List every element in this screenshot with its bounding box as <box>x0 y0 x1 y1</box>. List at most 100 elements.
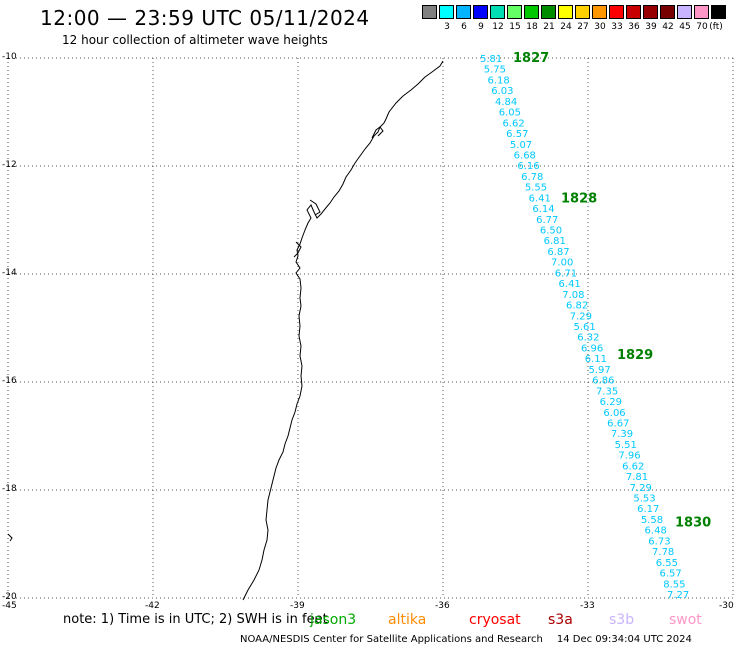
wave-height-value: 6.41 <box>529 193 551 204</box>
legend-swatch <box>507 5 522 19</box>
wave-height-value: 6.77 <box>536 215 558 226</box>
legend-label: 39 <box>645 22 657 32</box>
lat-lon-grid <box>7 57 734 599</box>
lat-label: -16 <box>2 376 17 386</box>
legend-unit: (ft) <box>709 22 723 32</box>
legend-swatch <box>558 5 573 19</box>
lon-label: -45 <box>2 601 17 611</box>
pass-label: 1830 <box>675 515 711 530</box>
lon-label: -33 <box>580 601 595 611</box>
legend-swatch <box>660 5 675 19</box>
legend-label: 12 <box>492 22 504 32</box>
wave-height-map: 5.815.756.186.034.846.056.626.575.076.68… <box>7 51 734 601</box>
legend-label: 18 <box>526 22 538 32</box>
wave-height-value: 6.32 <box>577 333 599 344</box>
legend-swatch <box>541 5 556 19</box>
satellite-name: s3a <box>548 612 573 628</box>
wave-height-value: 5.75 <box>484 65 506 76</box>
page-subtitle: 12 hour collection of altimeter wave hei… <box>62 33 328 47</box>
legend-label: 9 <box>478 22 484 32</box>
wave-height-value: 5.51 <box>615 440 637 451</box>
legend-swatch <box>711 5 726 19</box>
legend-swatch <box>456 5 471 19</box>
wave-height-value: 5.97 <box>588 365 610 376</box>
wave-height-value: 6.68 <box>514 150 536 161</box>
coastline-isle <box>7 533 13 542</box>
wave-height-value: 6.14 <box>532 204 554 215</box>
satellite-name: cryosat <box>469 612 521 628</box>
wave-height-value: 6.73 <box>648 536 670 547</box>
pass-label: 1827 <box>513 51 549 66</box>
legend-swatch <box>592 5 607 19</box>
wave-height-value: 6.81 <box>544 236 566 247</box>
wave-height-value: 6.55 <box>656 558 678 569</box>
wave-height-value: 6.86 <box>592 376 614 387</box>
wave-height-value: 6.67 <box>607 418 629 429</box>
wave-height-value: 6.29 <box>600 397 622 408</box>
legend-label: 15 <box>509 22 521 32</box>
lat-label: -20 <box>2 592 17 602</box>
legend-label: 36 <box>628 22 640 32</box>
altimeter-track: 5.815.756.186.034.846.056.626.575.076.68… <box>480 51 711 601</box>
wave-height-value: 7.81 <box>626 472 648 483</box>
wave-height-value: 7.29 <box>630 483 652 494</box>
legend-swatch <box>626 5 641 19</box>
wave-height-value: 4.84 <box>495 97 517 108</box>
wave-height-value: 7.00 <box>551 258 573 269</box>
lat-label: -14 <box>2 268 17 278</box>
footer-org: NOAA/NESDIS Center for Satellite Applica… <box>240 634 543 645</box>
satellite-name: s3b <box>609 612 635 628</box>
page-title: 12:00 — 23:59 UTC 05/11/2024 <box>40 6 370 30</box>
wave-height-value: 7.96 <box>618 451 640 462</box>
wave-height-value: 5.61 <box>574 322 596 333</box>
legend-label: 24 <box>560 22 572 32</box>
wave-height-value: 6.11 <box>585 354 607 365</box>
wave-height-value: 6.57 <box>660 569 682 580</box>
lat-label: -18 <box>2 484 17 494</box>
wave-height-value: 6.48 <box>645 526 667 537</box>
wave-height-value: 6.71 <box>555 268 577 279</box>
lat-label: -10 <box>2 52 17 62</box>
wave-height-value: 7.27 <box>667 590 689 601</box>
lon-label: -36 <box>435 601 450 611</box>
footer: NOAA/NESDIS Center for Satellite Applica… <box>240 634 692 645</box>
note-text: note: 1) Time is in UTC; 2) SWH is in fe… <box>63 612 328 627</box>
legend-swatch <box>439 5 454 19</box>
satellite-name: altika <box>388 612 427 628</box>
wave-height-value: 7.35 <box>596 386 618 397</box>
wave-height-value: 5.53 <box>633 494 655 505</box>
legend-swatch <box>473 5 488 19</box>
wave-height-value: 6.82 <box>566 301 588 312</box>
legend-label: 45 <box>679 22 691 32</box>
legend-label: 6 <box>461 22 467 32</box>
legend-label: 27 <box>577 22 589 32</box>
wave-height-value: 6.17 <box>637 504 659 515</box>
wave-height-value: 6.78 <box>521 172 543 183</box>
wave-height-value: 6.62 <box>502 118 524 129</box>
legend-swatch <box>524 5 539 19</box>
legend-swatch <box>677 5 692 19</box>
wave-height-value: 7.39 <box>611 429 633 440</box>
legend-swatch <box>643 5 658 19</box>
legend-label: 30 <box>594 22 606 32</box>
wave-height-value: 6.06 <box>603 408 625 419</box>
wave-height-value: 6.41 <box>559 279 581 290</box>
satellite-name: jason3 <box>310 612 357 628</box>
lon-label: -42 <box>145 601 160 611</box>
wave-height-value: 7.78 <box>652 547 674 558</box>
wave-height-value: 6.57 <box>506 129 528 140</box>
legend-label: 3 <box>444 22 450 32</box>
pass-label: 1828 <box>561 191 597 206</box>
legend-label: 21 <box>543 22 555 32</box>
wave-height-value: 5.55 <box>525 183 547 194</box>
legend-swatch <box>694 5 709 19</box>
lat-label: -12 <box>2 160 17 170</box>
legend-label: 33 <box>611 22 623 32</box>
lon-label: -30 <box>719 601 734 611</box>
wave-height-value: 6.18 <box>487 75 509 86</box>
coastline <box>242 60 444 601</box>
footer-timestamp: 14 Dec 09:34:04 UTC 2024 <box>556 634 692 645</box>
legend-label: 42 <box>662 22 674 32</box>
coastline-inlet <box>293 126 384 258</box>
wave-height-value: 6.87 <box>547 247 569 258</box>
